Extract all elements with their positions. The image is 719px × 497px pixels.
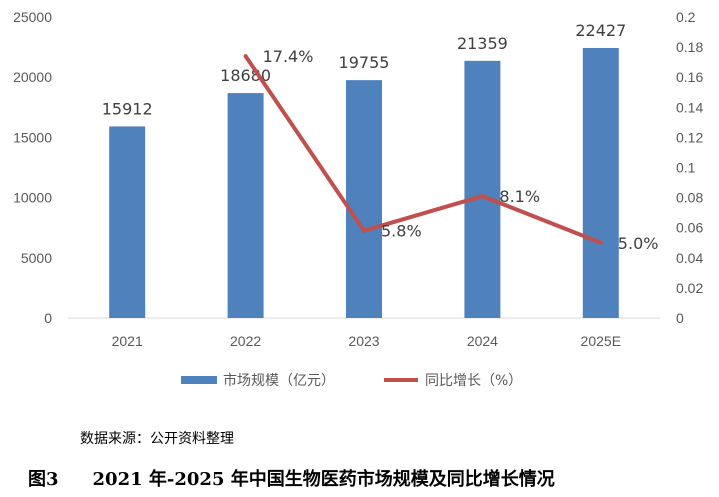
legend: 市场规模（亿元） 同比增长（%） — [181, 372, 522, 389]
bar-value-label: 15912 — [102, 99, 153, 118]
line-data-labels: 17.4% 5.8% 8.1% 5.0% — [263, 47, 659, 253]
right-axis-tick-label: 0.2 — [676, 9, 696, 25]
left-axis-ticks: 0 5000 10000 15000 20000 25000 — [13, 9, 52, 326]
right-axis-tick-label: 0.12 — [676, 129, 703, 145]
category-label: 2021 — [112, 333, 143, 349]
left-axis-tick-label: 0 — [44, 310, 52, 326]
right-axis-tick-label: 0.14 — [676, 99, 703, 115]
left-axis-tick-label: 25000 — [13, 9, 52, 25]
bar-data-labels: 15912 18680 19755 21359 22427 — [102, 21, 627, 118]
line-point — [598, 240, 603, 245]
bar — [346, 80, 382, 318]
figure-caption: 图3 2021 年-2025 年中国生物医药市场规模及同比增长情况 — [28, 465, 555, 491]
line-value-label: 8.1% — [499, 187, 540, 206]
category-label: 2024 — [467, 333, 498, 349]
bar-value-label: 22427 — [575, 21, 626, 40]
line-value-label: 17.4% — [263, 47, 314, 66]
line-point — [362, 228, 366, 233]
line-point — [480, 194, 485, 199]
bar-value-label: 18680 — [220, 66, 271, 85]
right-axis-tick-label: 0.18 — [676, 39, 703, 55]
bar-value-label: 19755 — [339, 53, 390, 72]
legend-bar-swatch — [181, 376, 217, 384]
legend-bar-label: 市场规模（亿元） — [223, 372, 335, 389]
growth-line — [243, 55, 602, 245]
category-label: 2023 — [348, 333, 379, 349]
right-axis-tick-label: 0.1 — [676, 160, 696, 176]
bar — [109, 126, 146, 318]
line-series — [243, 54, 603, 245]
bar — [227, 93, 264, 318]
category-label: 2022 — [230, 333, 261, 349]
source-note: 数据来源：公开资料整理 — [80, 431, 234, 447]
figure-number: 图3 — [28, 469, 59, 490]
bar — [582, 47, 619, 319]
line-value-label: 5.8% — [381, 222, 422, 241]
left-axis-tick-label: 15000 — [13, 129, 52, 145]
x-axis-tick-labels: 2021 2022 2023 2024 2025E — [112, 333, 621, 349]
right-axis-tick-label: 0.08 — [676, 190, 703, 206]
left-axis-tick-label: 20000 — [13, 69, 52, 85]
bar — [464, 60, 501, 318]
legend-line-label: 同比增长（%） — [425, 373, 522, 389]
right-axis-tick-label: 0.02 — [676, 280, 703, 296]
line-point — [243, 54, 248, 59]
right-axis-tick-label: 0.16 — [676, 69, 703, 85]
right-axis-ticks: 0 0.02 0.04 0.06 0.08 0.1 0.12 0.14 0.16 0.18 0.2 — [676, 9, 703, 326]
figure-title: 2021 年-2025 年中国生物医药市场规模及同比增长情况 — [92, 469, 555, 490]
right-axis-tick-label: 0.04 — [676, 250, 703, 266]
category-label: 2025E — [581, 333, 621, 349]
line-value-label: 5.0% — [618, 234, 659, 253]
bar-value-label: 21359 — [457, 34, 508, 53]
bar-series — [109, 47, 619, 319]
right-axis-tick-label: 0 — [676, 310, 684, 326]
left-axis-tick-label: 5000 — [21, 250, 52, 266]
right-axis-tick-label: 0.06 — [676, 220, 703, 236]
left-axis-tick-label: 10000 — [13, 190, 52, 206]
